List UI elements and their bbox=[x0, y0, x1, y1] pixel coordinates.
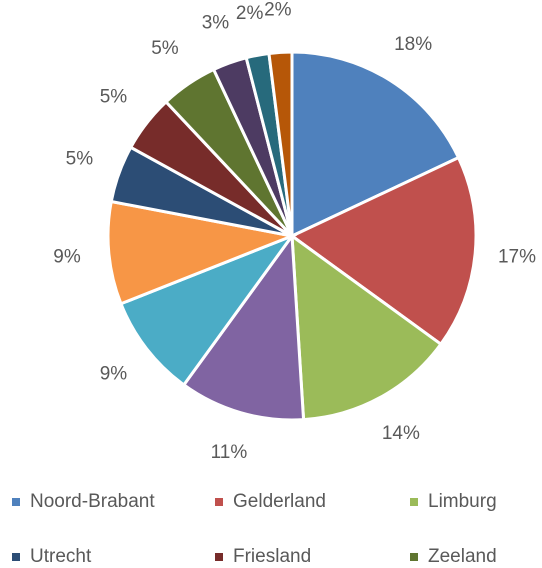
data-label: 18% bbox=[394, 34, 432, 55]
data-label: 11% bbox=[211, 442, 248, 463]
pie-slice bbox=[118, 232, 297, 387]
data-label: 14% bbox=[382, 423, 420, 444]
pie-slice bbox=[267, 50, 294, 237]
data-label: 2% bbox=[236, 3, 264, 24]
legend-marker bbox=[215, 498, 223, 506]
pie-slice bbox=[290, 50, 461, 239]
data-label: 9% bbox=[53, 246, 81, 267]
pie-slice bbox=[106, 199, 298, 306]
data-label: 5% bbox=[100, 86, 128, 107]
data-label: 5% bbox=[66, 148, 94, 169]
legend-marker bbox=[215, 553, 223, 561]
data-label: 3% bbox=[202, 12, 230, 33]
legend-label: Gelderland bbox=[233, 491, 326, 512]
data-label: 17% bbox=[498, 246, 536, 267]
legend-label: Limburg bbox=[428, 491, 497, 512]
legend-label: Utrecht bbox=[30, 546, 92, 567]
legend-marker bbox=[12, 553, 20, 561]
pie-slice bbox=[289, 155, 478, 347]
pie-slice bbox=[290, 232, 443, 422]
legend-marker bbox=[410, 498, 418, 506]
legend-label: Friesland bbox=[233, 546, 311, 567]
legend-marker bbox=[410, 553, 418, 561]
legend-label: Zeeland bbox=[428, 546, 497, 567]
legend-label: Noord-Brabant bbox=[30, 491, 155, 512]
data-label: 9% bbox=[100, 364, 128, 385]
data-label: 2% bbox=[264, 0, 292, 20]
legend-marker bbox=[12, 498, 20, 506]
pie-slice bbox=[181, 231, 306, 422]
data-label: 5% bbox=[151, 38, 179, 59]
